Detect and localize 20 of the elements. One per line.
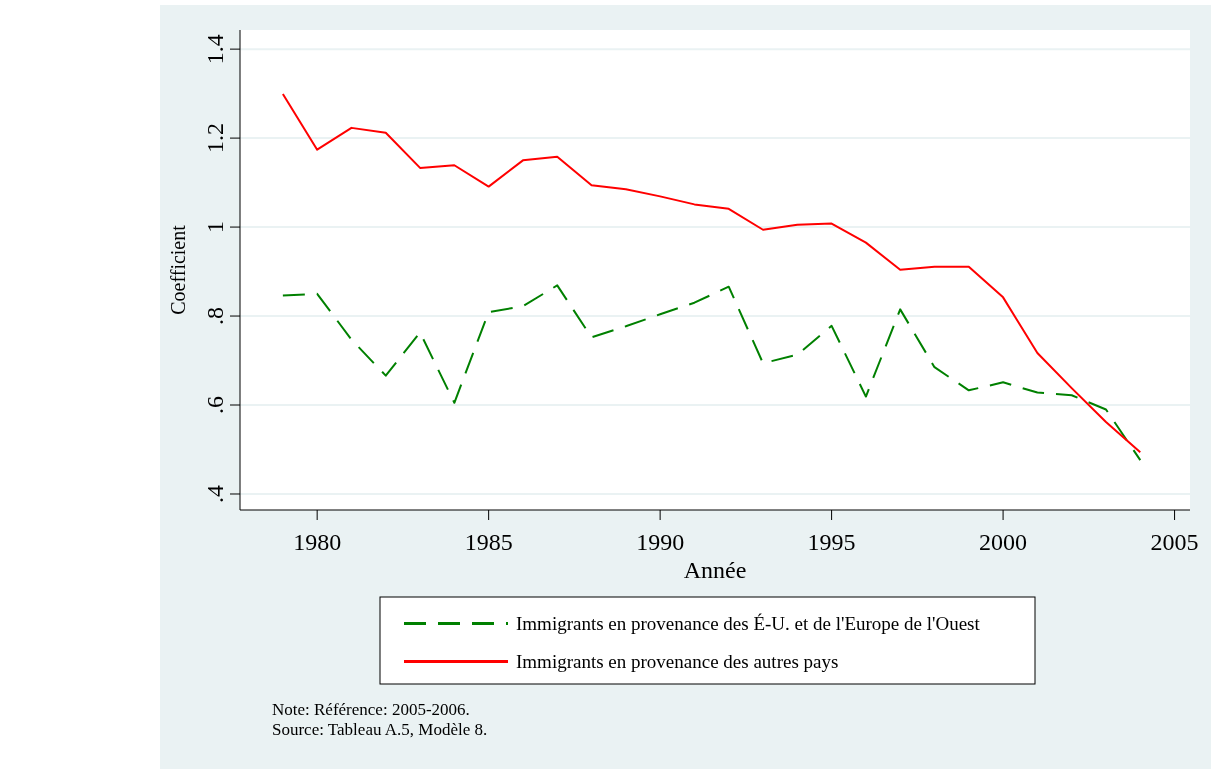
x-tick-label: 2000 (979, 529, 1028, 555)
y-tick-label: 1.2 (202, 123, 228, 154)
line-series (281, 93, 1142, 454)
legend-label: Immigrants en provenance des autres pays (516, 651, 839, 672)
y-tick-label: .4 (202, 484, 228, 503)
x-tick-label: 1990 (636, 529, 685, 555)
y-tick-label: .6 (202, 396, 228, 415)
y-tick-label: 1.4 (202, 34, 228, 65)
line-series (281, 284, 1142, 462)
x-tick-label: 1980 (293, 529, 342, 555)
source-note: Source: Tableau A.5, Modèle 8. (272, 720, 488, 739)
y-tick-label: .8 (202, 307, 228, 326)
x-tick-label: 1985 (464, 529, 513, 555)
x-tick-label: 1995 (807, 529, 856, 555)
text: Note: Référence: 2005-2006. (272, 700, 470, 719)
legend-label: Immigrants en provenance des É-U. et de l'Europe de l'Ouest (516, 613, 981, 634)
y-axis-title: Coefficient (167, 224, 189, 315)
x-tick-label: 2005 (1150, 529, 1199, 555)
y-tick-label: 1 (202, 221, 228, 234)
x-axis-title: Année (683, 557, 747, 583)
